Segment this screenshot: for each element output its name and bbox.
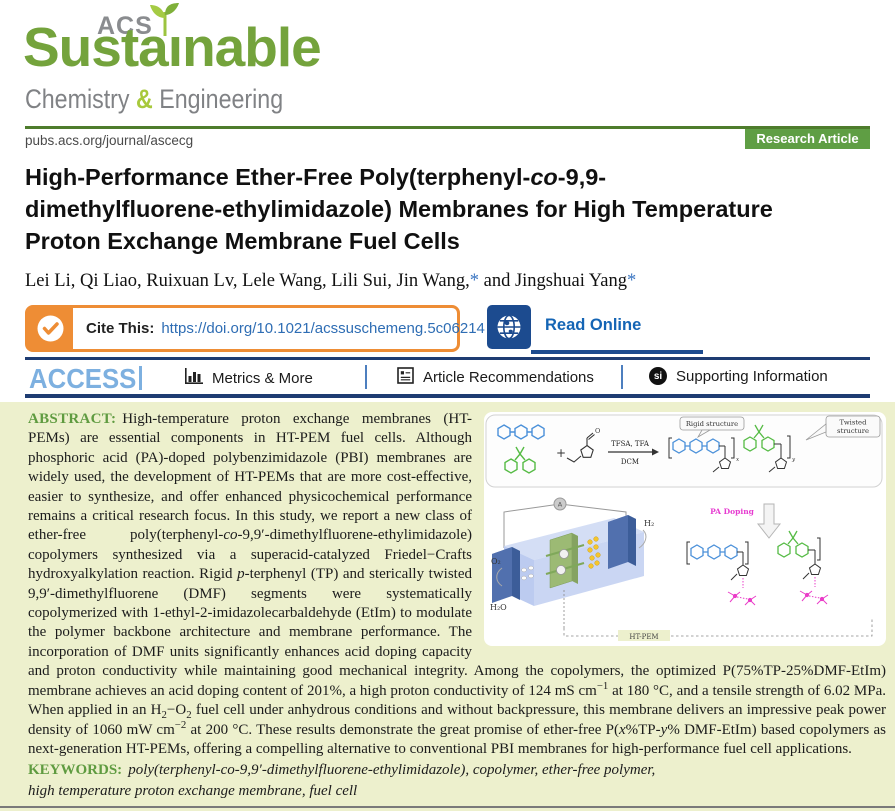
- keywords-text: poly(terphenyl-co-9,9′-dimethylfluorene-…: [28, 762, 656, 799]
- globe-icon: [487, 305, 531, 349]
- divider: [365, 365, 367, 389]
- ht-pem-label: HT-PEM: [629, 633, 658, 641]
- ampersand: &: [135, 84, 153, 114]
- o2-label: O₂: [491, 557, 501, 566]
- cite-this-box[interactable]: Cite This: https://doi.org/10.1021/acssu…: [25, 305, 485, 352]
- journal-subtitle: Chemistry & Engineering: [25, 84, 284, 114]
- reaction-arrow: TFSA, TFA DCM: [608, 440, 659, 466]
- supporting-information-label: Supporting Information: [676, 367, 828, 385]
- graphical-abstract: + O TFSA, TFA DCM: [484, 412, 886, 646]
- pa-doping-label: PA Doping: [710, 507, 755, 516]
- checkmark-icon: [28, 308, 73, 349]
- aldehyde-oxygen: O: [595, 427, 600, 435]
- keywords-block: KEYWORDS: poly(terphenyl-co-9,9′-dimethyl…: [28, 760, 886, 801]
- phosphoric-acid-cluster: [727, 577, 829, 606]
- oxygen-molecules: [521, 565, 534, 581]
- supporting-information-item[interactable]: si Supporting Information: [649, 367, 828, 385]
- ht-pem-label-group: HT-PEM: [563, 618, 873, 641]
- article-authors: Lei Li, Qi Liao, Ruixuan Lv, Lele Wang, …: [25, 271, 637, 291]
- reagent-top-label: TFSA, TFA: [611, 440, 650, 448]
- hydrogen-molecules: [587, 536, 601, 569]
- reagent-bottom-label: DCM: [621, 458, 639, 466]
- twisted-structure-label-2: structure: [837, 427, 869, 435]
- access-logo[interactable]: ACCESS: [29, 363, 137, 394]
- article-title: High-Performance Ether-Free Poly(terphen…: [25, 164, 773, 254]
- acs-label: ACS: [97, 12, 153, 40]
- bar-chart-icon: [185, 367, 203, 389]
- cite-this-label: Cite This:: [86, 320, 155, 337]
- metrics-label: Metrics & More: [212, 369, 313, 387]
- abstract-text: High-temperature proton exchange membran…: [28, 411, 886, 757]
- abstract-body: + O TFSA, TFA DCM: [28, 410, 886, 759]
- abstract-section: + O TFSA, TFA DCM: [0, 402, 895, 811]
- leaf-icon: [147, 2, 183, 43]
- ammeter-label: A: [558, 501, 563, 509]
- svg-text:y: y: [791, 457, 796, 463]
- rigid-structure-callout: Rigid structure: [679, 416, 745, 439]
- etim-structure: [566, 432, 595, 463]
- pa-doping-arrow: PA Doping: [710, 503, 782, 539]
- dmf-structure: [504, 446, 536, 474]
- read-online-button[interactable]: Read Online: [487, 305, 707, 355]
- journal-url: pubs.acs.org/journal/ascecg: [25, 133, 194, 148]
- terphenyl-structure: [497, 424, 545, 440]
- access-pipe: [139, 366, 142, 390]
- pa-doped-polymer: [686, 530, 829, 606]
- si-icon: si: [649, 367, 667, 385]
- rigid-structure-label: Rigid structure: [686, 420, 738, 428]
- fuel-cell-diagram: A: [490, 497, 654, 628]
- access-bar: ACCESS Metrics & More: [25, 357, 870, 398]
- membrane: [545, 532, 585, 589]
- doi-link[interactable]: https://doi.org/10.1021/acssuschemeng.5c…: [161, 320, 485, 337]
- reaction-panel: + O TFSA, TFA DCM: [485, 414, 883, 488]
- ammeter-icon: A: [553, 497, 567, 511]
- h2-label: H₂: [644, 519, 654, 528]
- document-icon: [397, 367, 414, 388]
- metrics-item[interactable]: Metrics & More: [185, 367, 313, 389]
- twisted-structure-label-1: Twisted: [840, 419, 868, 427]
- read-online-label: Read Online: [545, 316, 642, 334]
- product-polymer: x y: [668, 424, 796, 473]
- read-online-underline: [531, 350, 703, 354]
- journal-name: Sustaınable: [23, 16, 322, 78]
- article-recommendations-item[interactable]: Article Recommendations: [397, 367, 594, 388]
- svg-text:x: x: [736, 457, 740, 463]
- plus-sign: +: [556, 446, 566, 460]
- abstract-label: ABSTRACT:: [28, 411, 117, 427]
- keywords-label: KEYWORDS:: [28, 762, 123, 778]
- twisted-structure-callout: Twisted structure: [805, 415, 881, 441]
- h2o-label: H₂O: [490, 603, 507, 612]
- divider: [621, 365, 623, 389]
- bottom-divider: [0, 806, 895, 808]
- article-recommendations-label: Article Recommendations: [423, 369, 594, 386]
- research-article-badge: Research Article: [745, 129, 870, 149]
- header-rule: [25, 126, 870, 129]
